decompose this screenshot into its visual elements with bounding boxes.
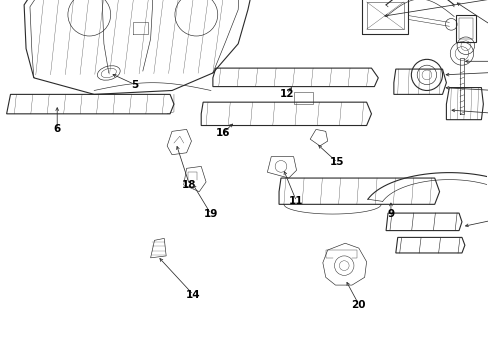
Text: 11: 11 (289, 197, 303, 206)
Text: 12: 12 (279, 89, 293, 99)
Text: 9: 9 (386, 209, 394, 219)
Text: 15: 15 (329, 157, 344, 167)
Text: 6: 6 (54, 125, 61, 134)
Bar (366, 2, 403, 29)
Text: 16: 16 (215, 128, 229, 138)
Bar (293, 93, 312, 104)
Text: 20: 20 (351, 300, 366, 310)
Text: 19: 19 (203, 209, 218, 219)
Text: 17: 17 (487, 85, 488, 95)
Text: 5: 5 (131, 80, 139, 90)
Bar (361, 0, 407, 34)
Text: 18: 18 (182, 180, 196, 190)
Text: 14: 14 (186, 290, 200, 300)
Bar (458, 18, 472, 39)
Bar (455, 15, 475, 42)
